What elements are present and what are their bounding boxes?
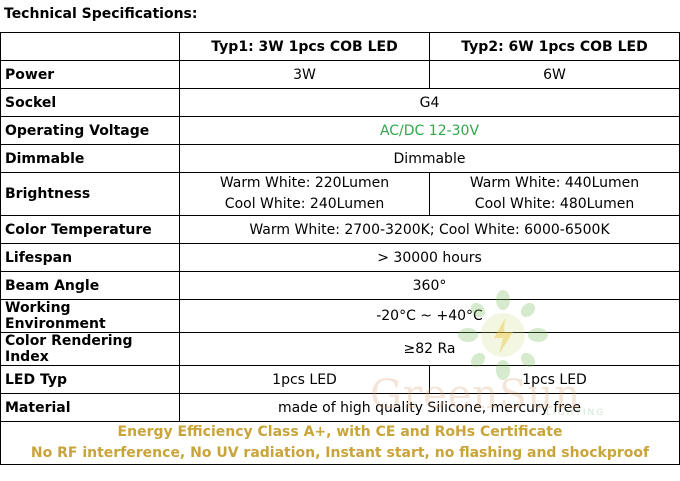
brightness-warm-typ2: Warm White: 440Lumen [469, 175, 640, 191]
table-header-row: Typ1: 3W 1pcs COB LED Typ2: 6W 1pcs COB … [0, 32, 680, 61]
row-value: G4 [179, 88, 680, 117]
row-beam-angle: Beam Angle 360° [0, 271, 680, 300]
row-label: Brightness [0, 172, 180, 216]
row-power: Power 3W 6W [0, 60, 680, 89]
footer-row: Energy Efficiency Class A+, with CE and … [0, 421, 680, 465]
row-label: Color Rendering Index [0, 332, 180, 366]
row-label: Working Environment [0, 299, 180, 333]
row-label: LED Typ [0, 365, 180, 394]
brightness-cool-typ1: Cool White: 240Lumen [224, 196, 385, 212]
row-value-typ1: 1pcs LED [179, 365, 430, 394]
row-value: Dimmable [179, 144, 680, 173]
row-value: made of high quality Silicone, mercury f… [179, 393, 680, 422]
row-value-typ2: Warm White: 440Lumen Cool White: 480Lume… [429, 172, 680, 216]
brightness-cool-typ2: Cool White: 480Lumen [474, 196, 635, 212]
row-value: AC/DC 12-30V [179, 116, 680, 145]
row-value-typ2: 1pcs LED [429, 365, 680, 394]
row-material: Material made of high quality Silicone, … [0, 393, 680, 422]
row-value-typ1: 3W [179, 60, 430, 89]
row-lifespan: Lifespan > 30000 hours [0, 243, 680, 272]
row-value: Warm White: 2700-3200K; Cool White: 6000… [179, 215, 680, 244]
row-label: Operating Voltage [0, 116, 180, 145]
row-value: -20°C ~ +40°C [179, 299, 680, 333]
footer-features-note: No RF interference, No UV radiation, Ins… [30, 445, 650, 461]
row-brightness: Brightness Warm White: 220Lumen Cool Whi… [0, 172, 680, 216]
row-value: 360° [179, 271, 680, 300]
row-value-typ2: 6W [429, 60, 680, 89]
row-value-typ1: Warm White: 220Lumen Cool White: 240Lume… [179, 172, 430, 216]
row-operating-voltage: Operating Voltage AC/DC 12-30V [0, 116, 680, 145]
row-sockel: Sockel G4 [0, 88, 680, 117]
row-dimmable: Dimmable Dimmable [0, 144, 680, 173]
row-label: Lifespan [0, 243, 180, 272]
row-label: Power [0, 60, 180, 89]
page-title: Technical Specifications: [4, 6, 198, 22]
row-value: > 30000 hours [179, 243, 680, 272]
row-label: Beam Angle [0, 271, 180, 300]
footer-cell: Energy Efficiency Class A+, with CE and … [0, 421, 680, 465]
brightness-warm-typ1: Warm White: 220Lumen [219, 175, 390, 191]
row-label: Color Temperature [0, 215, 180, 244]
row-label: Dimmable [0, 144, 180, 173]
row-label: Material [0, 393, 180, 422]
header-typ1: Typ1: 3W 1pcs COB LED [179, 32, 430, 61]
spec-table: Typ1: 3W 1pcs COB LED Typ2: 6W 1pcs COB … [0, 32, 680, 465]
row-label: Sockel [0, 88, 180, 117]
row-value: ≥82 Ra [179, 332, 680, 366]
row-working-environment: Working Environment -20°C ~ +40°C [0, 299, 680, 333]
row-color-temperature: Color Temperature Warm White: 2700-3200K… [0, 215, 680, 244]
header-empty-cell [0, 32, 180, 61]
row-color-rendering-index: Color Rendering Index ≥82 Ra [0, 332, 680, 366]
row-led-typ: LED Typ 1pcs LED 1pcs LED [0, 365, 680, 394]
header-typ2: Typ2: 6W 1pcs COB LED [429, 32, 680, 61]
footer-certificate-note: Energy Efficiency Class A+, with CE and … [117, 424, 563, 440]
